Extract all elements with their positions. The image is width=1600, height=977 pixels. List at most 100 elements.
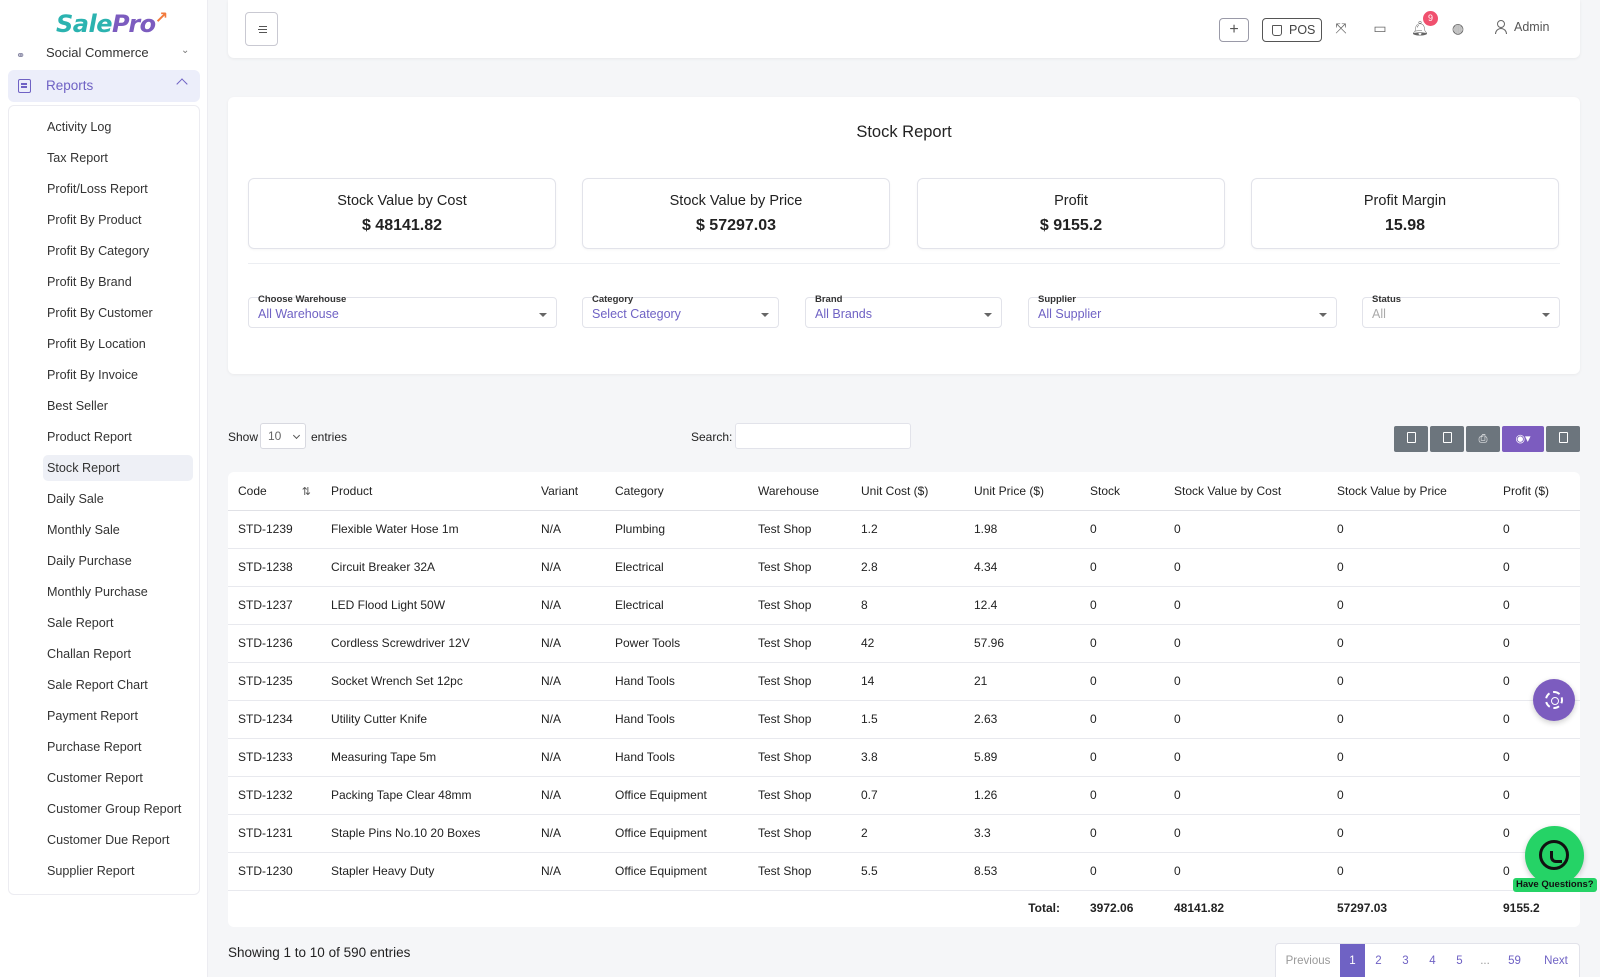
sidebar-item-reports[interactable]: Reports — [8, 70, 200, 102]
column-header-unit-price[interactable]: Unit Price ($) — [964, 472, 1080, 511]
sidebar-item-challan-report[interactable]: Challan Report — [47, 647, 132, 661]
warehouse-select[interactable]: Choose Warehouse All Warehouse — [248, 294, 557, 328]
sidebar-item-profit-by-brand[interactable]: Profit By Brand — [47, 275, 132, 289]
cell-code: STD-1235 — [228, 662, 321, 701]
sidebar-item-payment-report[interactable]: Payment Report — [47, 709, 138, 723]
sidebar-item-monthly-sale[interactable]: Monthly Sale — [47, 523, 120, 537]
total-cell-empty — [605, 890, 748, 926]
pos-button[interactable]: POS — [1262, 18, 1322, 42]
column-header-category[interactable]: Category — [605, 472, 748, 511]
user-menu[interactable]: Admin — [1495, 20, 1549, 34]
bell-icon[interactable]: 🔔︎ — [1411, 20, 1429, 36]
sidebar-item-tax-report[interactable]: Tax Report — [47, 151, 108, 165]
sidebar-item-profit-by-category[interactable]: Profit By Category — [47, 244, 150, 258]
column-header-code[interactable]: Code ⇅ — [228, 472, 321, 511]
column-header-product[interactable]: Product — [321, 472, 531, 511]
entries-per-page-select[interactable]: 10 — [260, 423, 306, 449]
whatsapp-chat-button[interactable] — [1525, 826, 1584, 885]
add-new-button[interactable]: + — [1219, 18, 1249, 42]
column-header-stock[interactable]: Stock — [1080, 472, 1164, 511]
sidebar-item-social-commerce[interactable]: ⚭ Social Commerce ⌄ — [16, 45, 192, 63]
caret-down-icon — [1542, 313, 1550, 317]
sidebar-item-customer-group-report[interactable]: Customer Group Report — [47, 802, 182, 816]
salepro-logo[interactable]: SalePro ↗ — [56, 8, 168, 38]
cell-code: STD-1233 — [228, 738, 321, 777]
sidebar-item-sale-report[interactable]: Sale Report — [47, 616, 114, 630]
stat-label: Profit — [1054, 193, 1088, 209]
search-input[interactable] — [735, 423, 911, 449]
supplier-select[interactable]: Supplier All Supplier — [1028, 294, 1337, 328]
cell-unit-price: 2.63 — [964, 700, 1080, 739]
sidebar-item-profit-by-location[interactable]: Profit By Location — [47, 337, 146, 351]
sidebar-item-profit-loss-report[interactable]: Profit/Loss Report — [47, 182, 148, 196]
cell-warehouse: Test Shop — [748, 814, 851, 853]
cell-product: Stapler Heavy Duty — [321, 852, 531, 891]
sidebar-item-monthly-purchase[interactable]: Monthly Purchase — [47, 585, 148, 599]
brand-select[interactable]: Brand All Brands — [805, 294, 1002, 328]
caret-down-icon — [1319, 313, 1327, 317]
archive-icon[interactable]: ▭ — [1373, 20, 1387, 36]
pagination-page-5[interactable]: 5 — [1456, 955, 1463, 967]
stat-label: Stock Value by Cost — [337, 193, 467, 209]
pagination-page-3[interactable]: 3 — [1402, 955, 1409, 967]
column-header-stock-value-by-price[interactable]: Stock Value by Price — [1327, 472, 1493, 511]
select-box — [1362, 297, 1560, 328]
cell-unit-price: 5.89 — [964, 738, 1080, 777]
cell-category: Plumbing — [605, 510, 748, 549]
cell-profit: 0 — [1493, 624, 1580, 663]
pagination-page-4[interactable]: 4 — [1429, 955, 1436, 967]
cell-product: Circuit Breaker 32A — [321, 548, 531, 587]
column-header-warehouse[interactable]: Warehouse — [748, 472, 851, 511]
sidebar-item-customer-due-report[interactable]: Customer Due Report — [47, 833, 170, 847]
cell-stock-value-by-price: 0 — [1327, 852, 1493, 891]
status-select[interactable]: Status All — [1362, 294, 1560, 328]
cell-stock-value-by-cost: 0 — [1164, 548, 1327, 587]
menu-toggle-button[interactable] — [245, 12, 278, 46]
sidebar-item-best-seller[interactable]: Best Seller — [47, 399, 108, 413]
column-header-profit[interactable]: Profit ($) — [1493, 472, 1580, 511]
column-visibility-button[interactable]: ◉▾ — [1502, 426, 1544, 452]
sidebar-item-profit-by-customer[interactable]: Profit By Customer — [47, 306, 153, 320]
sidebar-item-profit-by-product[interactable]: Profit By Product — [47, 213, 142, 227]
hamburger-icon-line — [259, 32, 267, 34]
cell-stock-value-by-cost: 0 — [1164, 814, 1327, 853]
export-csv-button[interactable] — [1430, 426, 1464, 452]
sidebar-item-purchase-report[interactable]: Purchase Report — [47, 740, 142, 754]
pagination-page-1[interactable]: 1 — [1340, 944, 1365, 977]
sidebar-item-profit-by-invoice[interactable]: Profit By Invoice — [47, 368, 138, 382]
pagination-previous[interactable]: Previous — [1285, 955, 1331, 967]
sidebar-item-product-report[interactable]: Product Report — [47, 430, 132, 444]
cell-warehouse: Test Shop — [748, 586, 851, 625]
sidebar-item-customer-report[interactable]: Customer Report — [47, 771, 143, 785]
column-header-stock-value-by-cost[interactable]: Stock Value by Cost — [1164, 472, 1327, 511]
sidebar-item-activity-log[interactable]: Activity Log — [47, 120, 112, 134]
export-excel-button[interactable] — [1546, 426, 1580, 452]
total-label: Total: — [1028, 901, 1060, 916]
category-select[interactable]: Category Select Category — [582, 294, 779, 328]
sidebar-item-daily-sale[interactable]: Daily Sale — [47, 492, 104, 506]
column-header-unit-cost[interactable]: Unit Cost ($) — [851, 472, 964, 511]
sidebar-item-stock-report[interactable]: Stock Report — [43, 455, 193, 481]
print-button[interactable]: ⎙ — [1466, 426, 1500, 452]
fullscreen-icon[interactable]: ⤧ — [1335, 20, 1347, 36]
globe-icon[interactable]: ◍ — [1451, 20, 1465, 36]
cell-unit-cost: 1.2 — [851, 510, 964, 549]
cell-unit-cost: 5.5 — [851, 852, 964, 891]
cell-stock-value-by-cost: 0 — [1164, 586, 1327, 625]
pagination-page-2[interactable]: 2 — [1375, 955, 1382, 967]
sidebar-item-supplier-report[interactable]: Supplier Report — [47, 864, 135, 878]
total-value-by-cost: 48141.82 — [1174, 901, 1225, 916]
cell-stock-value-by-cost: 0 — [1164, 776, 1327, 815]
total-cell-empty — [851, 890, 964, 926]
stat-card-profit: Profit $ 9155.2 — [917, 178, 1225, 249]
sidebar-item-daily-purchase[interactable]: Daily Purchase — [47, 554, 132, 568]
stat-label: Stock Value by Price — [669, 193, 803, 209]
export-pdf-button[interactable] — [1394, 426, 1428, 452]
settings-fab-button[interactable] — [1533, 679, 1575, 721]
pagination-next[interactable]: Next — [1544, 955, 1568, 967]
sidebar-item-sale-report-chart[interactable]: Sale Report Chart — [47, 678, 148, 692]
total-cell-empty — [531, 890, 605, 926]
pagination-page-59[interactable]: 59 — [1508, 955, 1521, 967]
column-header-variant[interactable]: Variant — [531, 472, 605, 511]
chevron-down-icon — [292, 431, 301, 440]
